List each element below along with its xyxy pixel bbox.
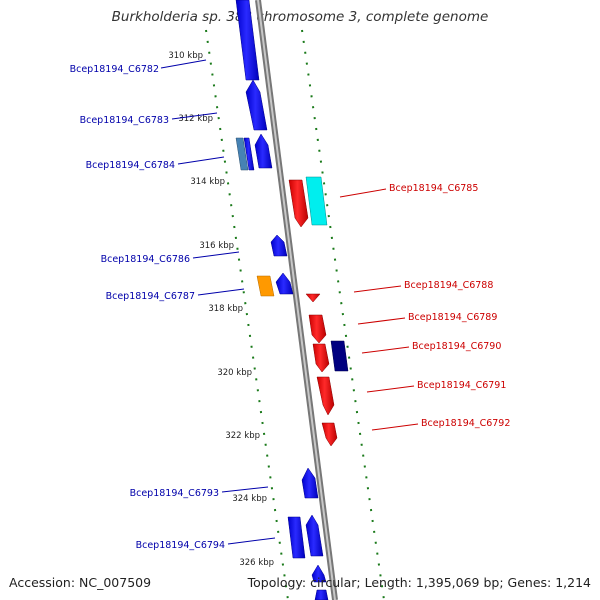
gene-C6786-feature	[270, 234, 288, 257]
gene-C6785-feature-red	[288, 179, 309, 228]
gene-C6790-feature-red	[312, 343, 330, 373]
gene-C6787-feature-orange	[256, 275, 275, 297]
kbp-label-310: 310 kbp	[168, 51, 203, 61]
gene-label-C6789: Bcep18194_C6789	[408, 312, 497, 323]
gene-label-C6792: Bcep18194_C6792	[421, 418, 510, 429]
gene-label-C6784: Bcep18194_C6784	[86, 160, 175, 171]
gene-C6790-feature-navy	[330, 340, 349, 372]
gene-C6783-feature	[245, 79, 268, 131]
kbp-label-312: 312 kbp	[178, 114, 213, 124]
gene-label-C6794: Bcep18194_C6794	[136, 540, 225, 551]
callout-line-C6792	[371, 423, 419, 431]
gene-bottom-feature-b	[314, 589, 329, 600]
gene-label-C6785: Bcep18194_C6785	[389, 183, 478, 194]
gene-C6789-feature	[308, 314, 327, 344]
reverse-gene-labels: Bcep18194_C6785 Bcep18194_C6788 Bcep1819…	[389, 183, 510, 429]
gene-label-C6788: Bcep18194_C6788	[404, 280, 493, 291]
gene-label-C6786: Bcep18194_C6786	[101, 254, 190, 265]
accession-text: Accession: NC_007509	[9, 575, 152, 590]
map-title: Burkholderia sp. 383 chromosome 3, compl…	[111, 9, 489, 25]
gene-C6792-feature	[321, 422, 338, 447]
kbp-tick-labels: 310 kbp 312 kbp 314 kbp 316 kbp 318 kbp …	[168, 51, 274, 568]
callout-line-C6793	[221, 486, 269, 493]
gene-C6785-feature-cyan	[305, 176, 328, 226]
callout-line-C6788	[353, 285, 402, 293]
kbp-label-326: 326 kbp	[239, 558, 274, 568]
kbp-label-314: 314 kbp	[190, 177, 225, 187]
outer-tick-rail	[301, 29, 385, 600]
gene-label-C6782: Bcep18194_C6782	[70, 64, 159, 75]
gene-C6782-feature	[235, 0, 260, 81]
callout-line-C6789	[357, 317, 406, 325]
gene-C6793-feature	[301, 467, 319, 499]
callout-line-C6784	[177, 156, 225, 165]
callout-line-C6783	[171, 112, 218, 120]
kbp-label-316: 316 kbp	[199, 241, 234, 251]
kbp-label-322: 322 kbp	[225, 431, 260, 441]
gene-label-C6790: Bcep18194_C6790	[412, 341, 501, 352]
reverse-callout-lines	[339, 188, 419, 431]
callout-line-C6787	[197, 288, 245, 296]
gene-label-C6791: Bcep18194_C6791	[417, 380, 506, 391]
gene-C6787-feature-blue	[275, 272, 294, 295]
gene-label-C6787: Bcep18194_C6787	[106, 291, 195, 302]
gene-C6784-feature-a	[235, 137, 249, 171]
gene-C6788-feature	[305, 293, 321, 303]
gene-bottom-feature-a	[311, 564, 327, 583]
gene-C6794-feature-b	[305, 514, 324, 557]
gene-C6794-feature-a	[287, 516, 306, 559]
callout-line-C6790	[361, 346, 410, 354]
callout-line-C6785	[339, 188, 387, 198]
forward-callout-lines	[160, 59, 276, 545]
gene-label-C6783: Bcep18194_C6783	[80, 115, 169, 126]
gene-label-C6793: Bcep18194_C6793	[130, 488, 219, 499]
callout-line-C6786	[192, 251, 240, 259]
callout-line-C6782	[160, 59, 207, 69]
gene-C6784-feature-c	[254, 133, 273, 169]
kbp-label-318: 318 kbp	[208, 304, 243, 314]
chromosome-backbone	[255, 0, 338, 600]
gene-C6784-feature-b	[243, 137, 255, 171]
kbp-label-324: 324 kbp	[232, 494, 267, 504]
callout-line-C6794	[227, 537, 276, 545]
reverse-gene-features	[288, 176, 349, 447]
forward-gene-labels: Bcep18194_C6782 Bcep18194_C6783 Bcep1819…	[70, 64, 225, 551]
inner-tick-rail	[205, 29, 289, 600]
gene-C6791-feature	[316, 376, 335, 416]
kbp-label-320: 320 kbp	[217, 368, 252, 378]
forward-gene-features	[235, 0, 329, 600]
callout-line-C6791	[366, 385, 415, 393]
genome-summary-text: Topology: circular; Length: 1,395,069 bp…	[247, 575, 591, 590]
